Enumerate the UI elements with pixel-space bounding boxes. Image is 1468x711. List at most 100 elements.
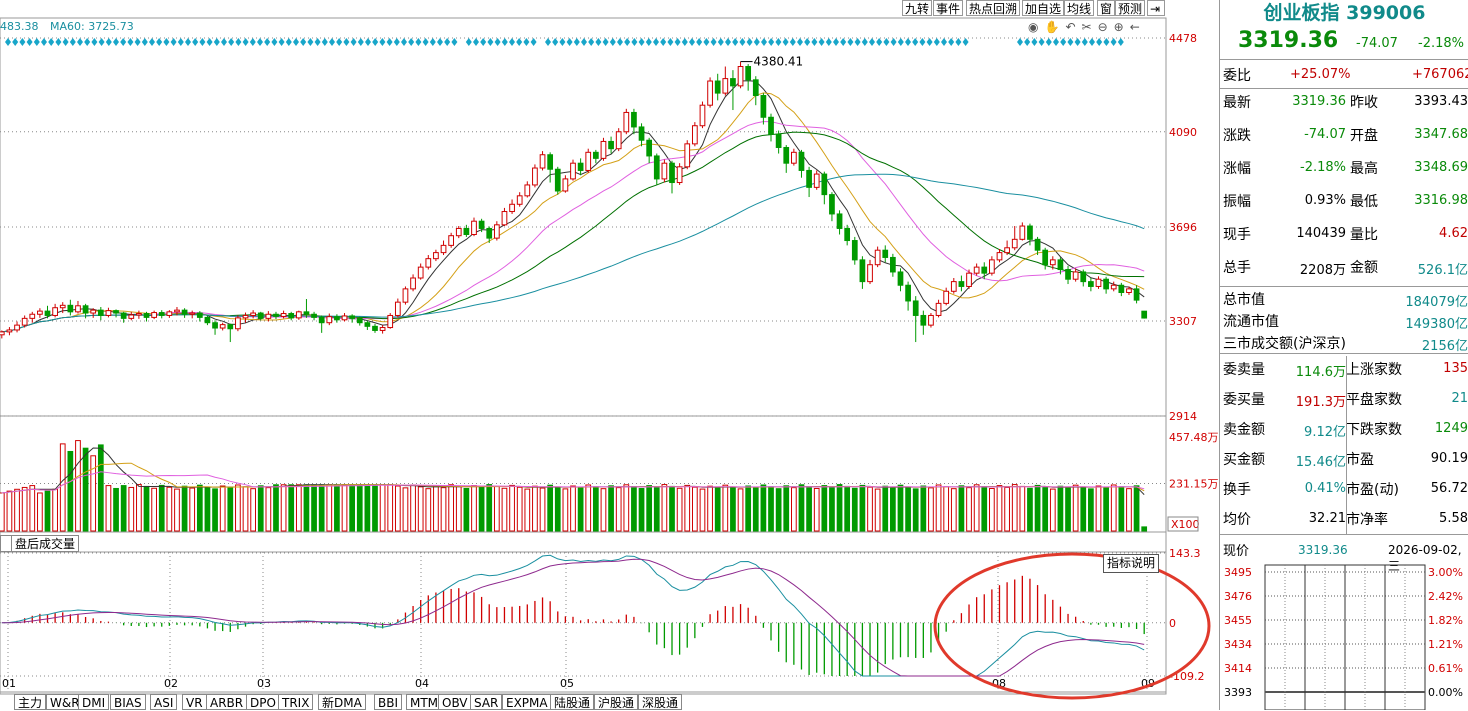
mini-right-label: 0.61%: [1428, 662, 1463, 675]
volume-bar: [1065, 487, 1071, 532]
hand-icon[interactable]: ✋: [1044, 20, 1066, 34]
candle: [387, 313, 394, 329]
back-icon[interactable]: ←: [1129, 20, 1146, 34]
volume-bar: [874, 488, 881, 532]
candle: [257, 311, 264, 321]
expand-icon[interactable]: ⇥: [1147, 0, 1165, 16]
weibi-value: +767062: [1412, 67, 1468, 82]
toolbar-item-0[interactable]: 九转: [902, 0, 933, 16]
zoom-out-icon[interactable]: ⊖: [1097, 20, 1114, 34]
indicator-tab-6[interactable]: ARBR: [206, 694, 248, 710]
mini-left-label: 3455: [1224, 614, 1252, 627]
market-label: 总市值: [1223, 292, 1265, 308]
after-hours-volume-tab[interactable]: 盘后成交量: [11, 535, 80, 552]
volume-bar: [364, 484, 371, 532]
indicator-tab-2[interactable]: DMI: [78, 694, 110, 710]
candle: [570, 159, 576, 181]
candle: [920, 310, 927, 335]
quote-value: 3348.69: [1414, 160, 1468, 175]
volume-bar: [928, 487, 934, 532]
volume-bar: [493, 485, 500, 532]
toolbar-item-1[interactable]: 事件: [933, 0, 964, 16]
candle: [653, 153, 660, 185]
quote-value: 4.62: [1439, 226, 1468, 241]
volume-bar: [29, 485, 36, 532]
candle: [75, 300, 81, 314]
toolbar-item-5[interactable]: 窗: [1097, 0, 1116, 16]
volume-bar: [653, 486, 660, 532]
candle: [836, 210, 843, 235]
candle: [501, 207, 508, 227]
indicator-tab-0[interactable]: 主力: [14, 694, 47, 710]
candle: [448, 232, 455, 248]
toolbar-item-2[interactable]: 热点回溯: [966, 0, 1021, 16]
volume-bar: [691, 486, 698, 532]
indicator-tab-7[interactable]: DPO: [246, 694, 280, 710]
volume-bar: [867, 486, 873, 532]
indicator-help-button[interactable]: 指标说明: [1103, 554, 1160, 573]
volume-bar: [37, 492, 43, 532]
book-value: 56.72: [1430, 481, 1468, 496]
volume-bar: [707, 485, 713, 532]
candle: [280, 310, 287, 319]
volume-bar: [311, 484, 317, 532]
candle: [821, 171, 828, 205]
indicator-tab-17[interactable]: 深股通: [638, 694, 683, 710]
volume-bar: [0, 492, 5, 532]
toolbar-item-3[interactable]: 加自选: [1022, 0, 1065, 16]
volume-bar: [394, 485, 401, 532]
quote-label: 开盘: [1350, 128, 1378, 144]
volume-bar: [775, 488, 782, 532]
zoom-in-icon[interactable]: ⊕: [1113, 20, 1130, 34]
candle: [402, 286, 409, 305]
quote-label: 涨跌: [1223, 128, 1251, 144]
volume-bar: [890, 487, 896, 532]
candle: [813, 170, 820, 190]
volume-bar: [471, 485, 477, 532]
volume-bar: [425, 488, 432, 532]
indicator-tab-10[interactable]: BBI: [374, 694, 403, 710]
candle: [973, 263, 980, 276]
kline-chart[interactable]: 4478 4090 3696 3307 2914 4380.41 457.48万 231.15…: [0, 0, 1219, 710]
candle: [1088, 277, 1094, 292]
candle: [120, 311, 127, 323]
toolbar-item-6[interactable]: 预测: [1115, 0, 1146, 16]
book-label: 买金额: [1223, 452, 1265, 468]
quote-label: 昨收: [1350, 95, 1378, 111]
candle: [760, 93, 767, 125]
volume-bar: [379, 484, 386, 532]
candle: [128, 311, 135, 321]
candle: [90, 308, 97, 318]
volume-bar: [242, 486, 249, 532]
volume-bar: [265, 487, 272, 532]
indicator-tab-5[interactable]: VR: [182, 694, 207, 710]
indicator-tab-9[interactable]: 新DMA: [318, 694, 366, 710]
indicator-tab-3[interactable]: BIAS: [110, 694, 146, 710]
volume-bar: [501, 487, 508, 532]
mini-title-date: 2026-09-02,三: [1388, 543, 1462, 573]
undo-icon[interactable]: ↶: [1065, 20, 1082, 34]
candle: [646, 137, 653, 164]
volume-bar: [75, 440, 81, 532]
toolbar-item-4[interactable]: 均线: [1064, 0, 1095, 16]
indicator-tab-11[interactable]: MTM: [406, 694, 443, 710]
volume-bar: [851, 487, 858, 532]
mini-intraday-chart[interactable]: 3495 3.00% 3476 2.42% 3455 1.82% 3434 1.21% 3414…: [1220, 560, 1468, 710]
book-value: 0.41%: [1304, 481, 1346, 496]
eye-icon[interactable]: ◉: [1028, 20, 1045, 34]
quote-label: 振幅: [1223, 194, 1251, 210]
indicator-tab-14[interactable]: EXPMA: [502, 694, 552, 710]
candle: [158, 310, 165, 319]
indicator-tab-4[interactable]: ASI: [150, 694, 178, 710]
indicator-tab-15[interactable]: 陆股通: [550, 694, 595, 710]
indicator-tab-12[interactable]: OBV: [438, 694, 472, 710]
volume-bar: [402, 487, 409, 532]
indicator-tab-16[interactable]: 沪股通: [594, 694, 639, 710]
quote-label: 金额: [1350, 260, 1378, 276]
volume-bar: [90, 455, 97, 532]
indicator-tab-13[interactable]: SAR: [470, 694, 503, 710]
book-label: 换手: [1223, 482, 1251, 498]
scissors-icon[interactable]: ✂: [1081, 20, 1098, 34]
indicator-tab-8[interactable]: TRIX: [278, 694, 314, 710]
candle: [547, 152, 554, 183]
